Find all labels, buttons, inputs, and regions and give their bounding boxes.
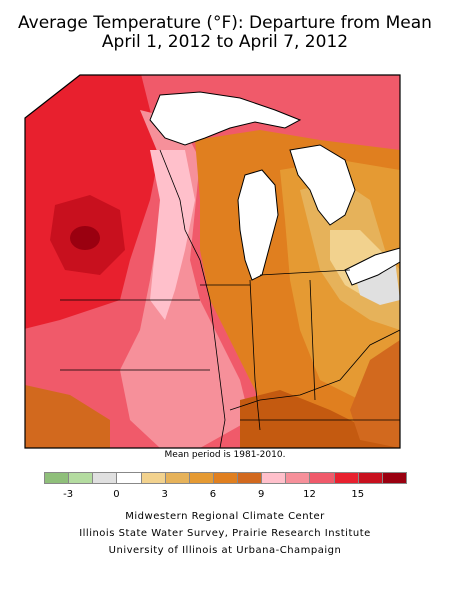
legend-swatch: [333, 472, 359, 484]
title-line-1: Average Temperature (°F): Departure from…: [18, 13, 432, 33]
legend-swatch: [285, 472, 311, 484]
great-lakes: [149, 91, 401, 286]
credit-line-2: Illinois State Water Survey, Prairie Res…: [79, 528, 371, 539]
credit-line-1: Midwestern Regional Climate Center: [125, 511, 325, 522]
legend-tick-label: 12: [303, 489, 316, 500]
lake-huron: [289, 144, 356, 226]
region-light-pink: [150, 150, 195, 320]
legend-swatch: [68, 472, 94, 484]
legend-tick-label: 6: [209, 489, 217, 500]
region-west-darkest: [70, 226, 100, 250]
legend-swatch: [140, 472, 166, 484]
region-east-edge-orange: [350, 340, 400, 448]
mean-period-note: Mean period is 1981-2010.: [164, 450, 286, 460]
lake-superior: [149, 91, 302, 146]
title-line-2: April 1, 2012 to April 7, 2012: [101, 32, 349, 52]
legend-swatch: [309, 472, 335, 484]
state-boundaries: [60, 149, 401, 449]
legend-swatch: [44, 472, 70, 484]
map-frame: [24, 74, 401, 449]
border-mn-wi: [159, 149, 201, 261]
legend-swatch: [237, 472, 263, 484]
legend-tick-label: 0: [113, 489, 120, 500]
legend-swatch: [212, 472, 239, 484]
border-il-in: [249, 279, 261, 431]
region-center-pink: [120, 110, 250, 448]
legend-tick-label: 3: [161, 489, 168, 500]
border-in-oh: [309, 279, 316, 401]
legend-swatch: [116, 472, 142, 484]
legend-swatch: [357, 472, 383, 484]
legend-tick-label: 9: [258, 489, 265, 500]
legend-swatch: [188, 472, 214, 484]
color-legend: [44, 472, 407, 484]
legend-swatch: [261, 472, 287, 484]
legend-tick-label: 15: [351, 489, 365, 500]
border-mi-in: [259, 269, 351, 276]
legend-swatch: [164, 472, 190, 484]
river-ohio: [229, 329, 401, 411]
credit-line-3: University of Illinois at Urbana-Champai…: [108, 545, 342, 556]
legend-swatch: [381, 472, 407, 484]
legend-swatch: [92, 472, 118, 484]
river-mississippi: [199, 259, 226, 449]
region-southwest-orange: [25, 385, 110, 448]
legend-tick-label: -3: [63, 489, 74, 500]
